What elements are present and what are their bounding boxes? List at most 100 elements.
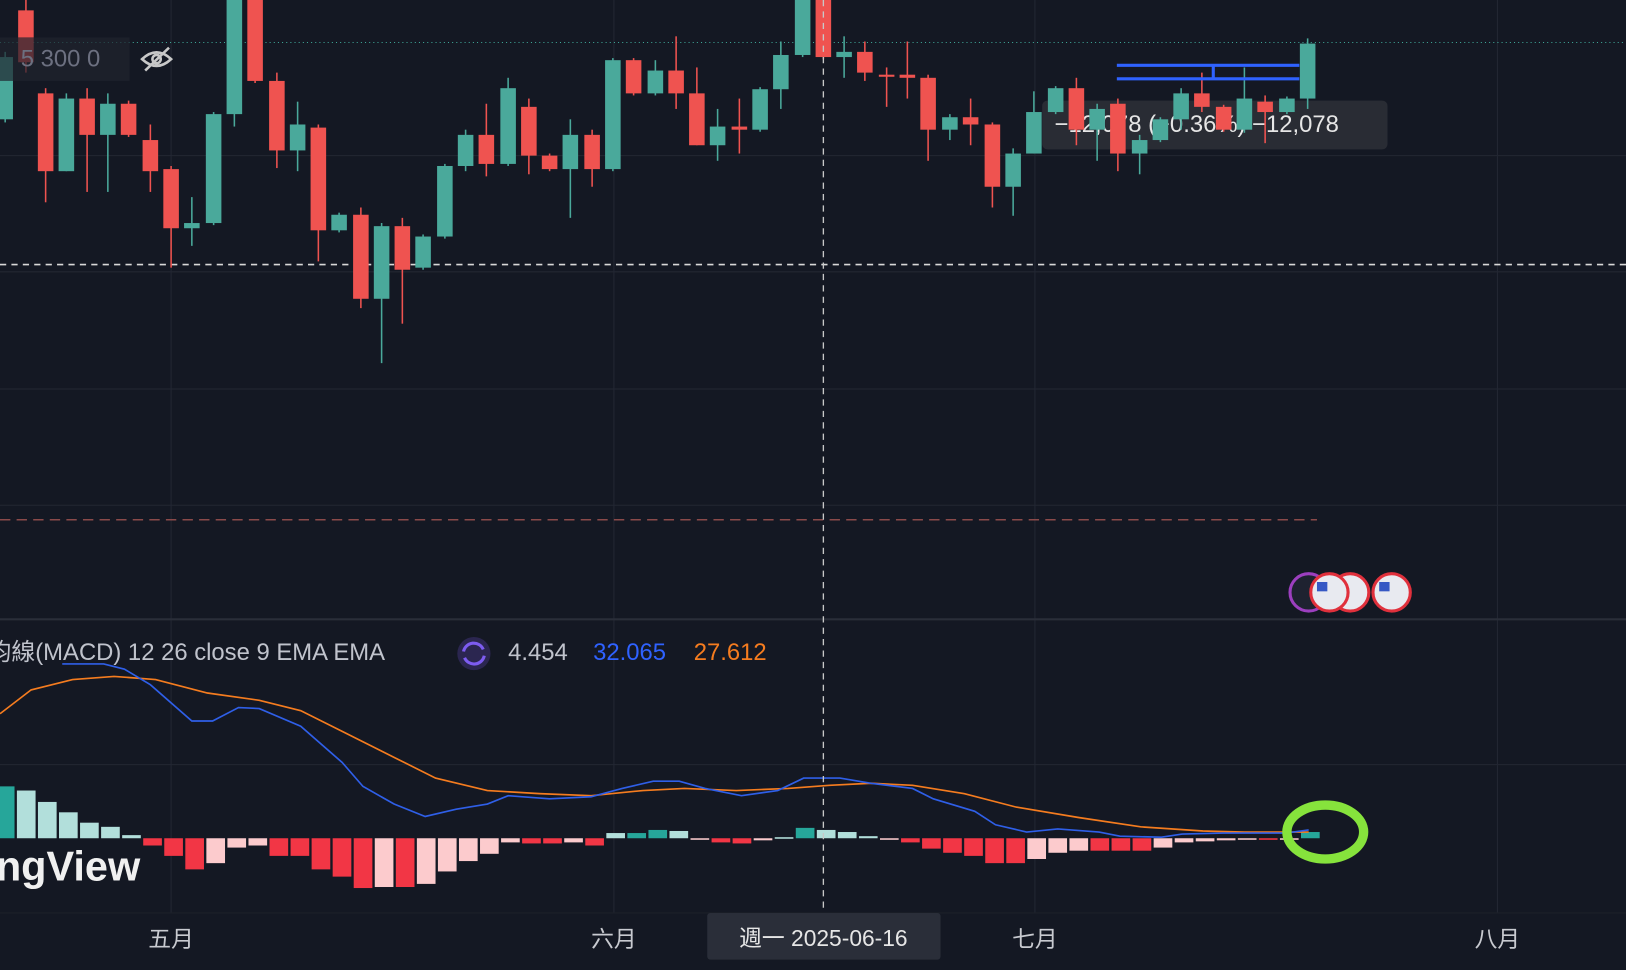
histogram-bar [1048,838,1068,853]
legend-bg [0,37,130,81]
histogram-bar [80,822,99,839]
candle-body [794,0,811,55]
histogram-bar [901,838,920,843]
histogram-bar [816,829,836,839]
histogram-bar [143,838,162,846]
candle-body [437,165,453,237]
histogram-bar [858,836,878,839]
candle-body [1173,93,1189,120]
histogram-bar [37,801,57,839]
histogram-bar [1090,838,1110,851]
candle-body [226,0,243,115]
histogram-bar [732,838,752,844]
highlight-circle [1282,800,1369,864]
histogram-bar [1195,838,1215,842]
crosshair-label: 週一 2025-06-16 [739,925,908,951]
macd-label: 均線(MACD) 12 26 close 9 EMA EMA [0,639,385,666]
candle-body [247,0,263,81]
histogram-bar [985,838,1004,864]
hide-icon[interactable] [140,46,174,72]
histogram-bar [1153,838,1173,848]
candle-body [373,226,390,299]
candle-body [562,134,579,170]
histogram-bar [1006,838,1025,864]
candle-body [584,134,600,170]
candle-body [415,236,431,268]
macd-histogram [0,786,1320,889]
candle-body [752,89,768,130]
candle-body [942,117,958,130]
candle-body [205,114,222,224]
candle-body [605,60,621,170]
histogram-bar [1069,838,1089,851]
histogram-bar [311,838,331,870]
histogram-bar [0,786,15,839]
candle-body [962,117,979,125]
candle-body [857,51,873,73]
candle-body [1047,88,1064,113]
candle-body [920,77,936,130]
histogram-bar [774,837,794,839]
histogram-bar [248,838,268,846]
candle-body [100,103,116,135]
candle-body [878,74,895,77]
candle-body [331,214,347,231]
candle-body [1215,106,1232,130]
candle-body [1236,98,1253,130]
legend-text: 5 300 0 [21,45,101,72]
histogram-bar [964,838,983,856]
histogram-bar [564,838,583,843]
candle-body [541,155,558,170]
histogram-bar [711,838,731,843]
candle-body [120,103,137,135]
price-tooltip [1042,100,1388,150]
histogram-bar [227,838,247,848]
candle-body [500,88,516,164]
candle-body [394,226,411,270]
histogram-bar [59,812,78,839]
histogram-bar [837,832,857,839]
signal-line [0,675,1309,833]
histogram-bar [922,838,941,849]
candle-body [1005,153,1021,187]
event-icons[interactable] [1288,572,1412,613]
time-axis-label: 五月 [148,926,194,952]
candle-body [1026,112,1042,154]
time-axis-label: 六月 [591,926,637,952]
histogram-bar [753,838,773,841]
histogram-bar [795,827,815,839]
histogram-bar [690,838,710,840]
histogram-bar [879,838,899,840]
candle-body [79,98,95,135]
histogram-bar [1111,838,1131,851]
histogram-bar [648,829,668,839]
histogram-bar [395,838,415,888]
candle-body [58,98,75,172]
candle-body [269,80,285,151]
candle-body [668,70,684,94]
candle-body [1194,93,1210,107]
candle-body [647,70,664,94]
candle-body [1131,140,1148,154]
histogram-bar [585,838,604,846]
histogram-bar [543,838,562,844]
histogram-bar [269,838,289,856]
histogram-bar [437,838,457,872]
histogram-bar [374,838,394,888]
candle-body [625,60,642,94]
histogram-bar [669,830,689,839]
histogram-bar [290,838,310,856]
histogram-bar [101,826,120,839]
candle-body [1068,88,1085,130]
signal-value: 27.612 [694,639,767,666]
histogram-bar [606,833,625,839]
candle-body [1299,43,1316,99]
histogram-bar [416,838,436,884]
candle-body [731,126,748,130]
candle-body [709,126,726,146]
histogram-bar [206,838,226,864]
time-axis-label: 八月 [1475,926,1521,952]
